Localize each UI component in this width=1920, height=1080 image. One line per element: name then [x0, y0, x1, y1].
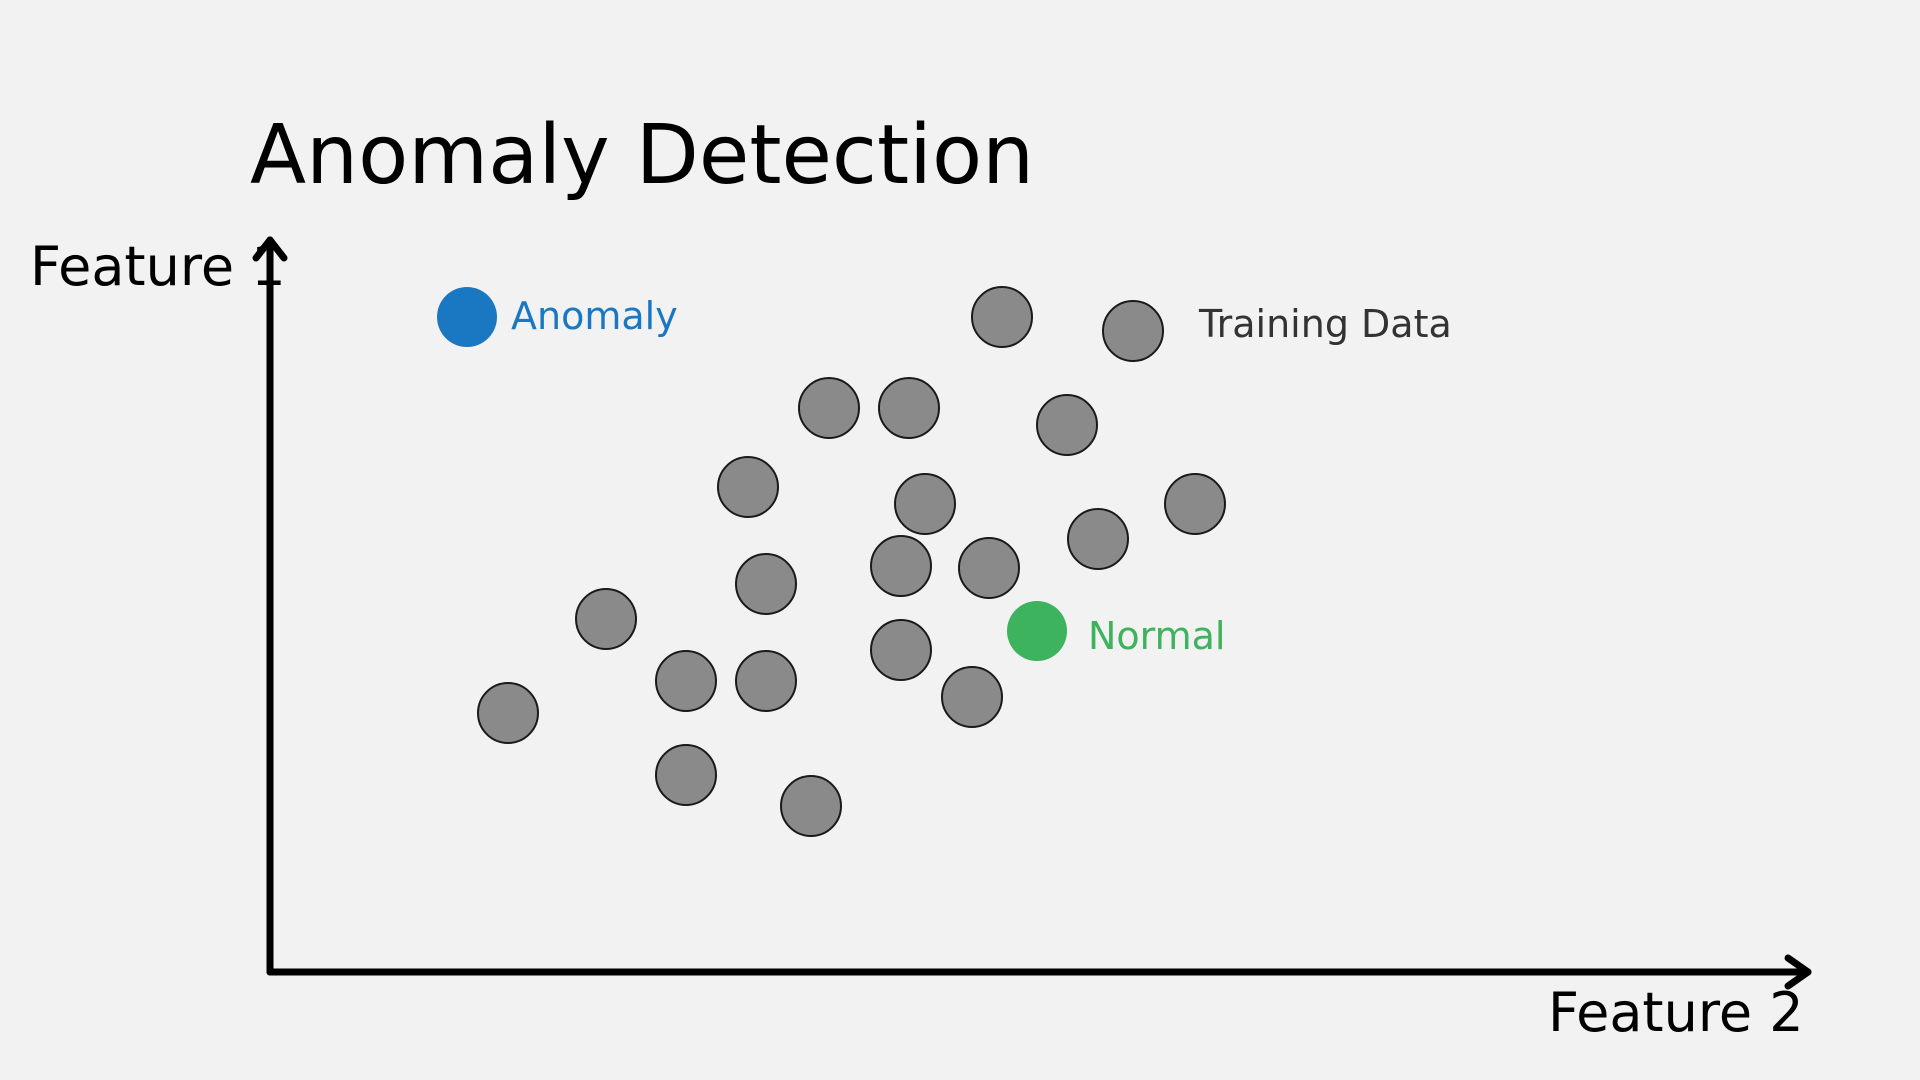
training-point: [655, 744, 717, 806]
training-point: [717, 456, 779, 518]
y-axis-label: Feature 1: [30, 235, 286, 298]
x-axis-label: Feature 2: [1548, 981, 1804, 1044]
training-point: [735, 553, 797, 615]
training-point: [894, 473, 956, 535]
training-point: [575, 588, 637, 650]
normal-point: [1007, 601, 1067, 661]
training-point: [941, 666, 1003, 728]
training-point: [735, 650, 797, 712]
normal-label: Normal: [1088, 614, 1226, 658]
training-point: [958, 537, 1020, 599]
training-point: [1164, 473, 1226, 535]
training-point: [870, 619, 932, 681]
training-point: [1102, 300, 1164, 362]
x-axis-arrowhead: [1784, 954, 1812, 990]
training-point: [477, 682, 539, 744]
y-axis-arrowhead: [252, 236, 288, 262]
training-point: [1036, 394, 1098, 456]
training-data-points: [477, 286, 1226, 837]
training-point: [1067, 508, 1129, 570]
diagram-title: Anomaly Detection: [250, 108, 1034, 203]
anomaly-label: Anomaly: [511, 294, 678, 338]
training-point: [870, 535, 932, 597]
training-data-label: Training Data: [1198, 302, 1452, 346]
training-point: [655, 650, 717, 712]
training-point: [971, 286, 1033, 348]
training-point: [798, 377, 860, 439]
axes: [252, 236, 1812, 990]
anomaly-point: [437, 287, 497, 347]
training-point: [780, 775, 842, 837]
training-point: [878, 377, 940, 439]
